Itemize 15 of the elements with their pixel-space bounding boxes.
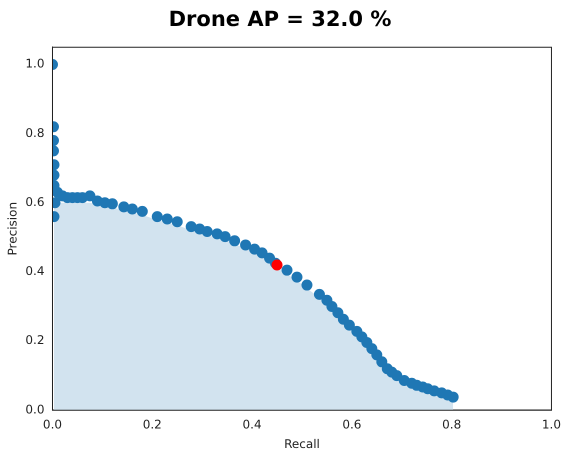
x-axis-title: Recall <box>284 436 320 451</box>
y-tick-label: 0.6 <box>25 194 44 209</box>
y-axis-title: Precision <box>5 202 20 256</box>
y-tick-label: 0.2 <box>25 333 44 348</box>
y-tick-label: 0.8 <box>25 126 44 140</box>
y-tick-label: 0.4 <box>25 264 44 278</box>
y-tick-label: 1.0 <box>25 56 44 71</box>
chart-title: Drone AP = 32.0 % <box>168 7 392 32</box>
y-tick-label: 0.0 <box>25 402 44 416</box>
x-tick-label: 0.4 <box>242 418 262 432</box>
x-tick-label: 0.2 <box>142 418 162 432</box>
x-tick-label: 1.0 <box>542 418 562 432</box>
x-tick-label: 0.8 <box>442 418 462 432</box>
x-tick-label: 0.6 <box>342 418 362 432</box>
x-tick-label: 0.0 <box>42 418 62 432</box>
